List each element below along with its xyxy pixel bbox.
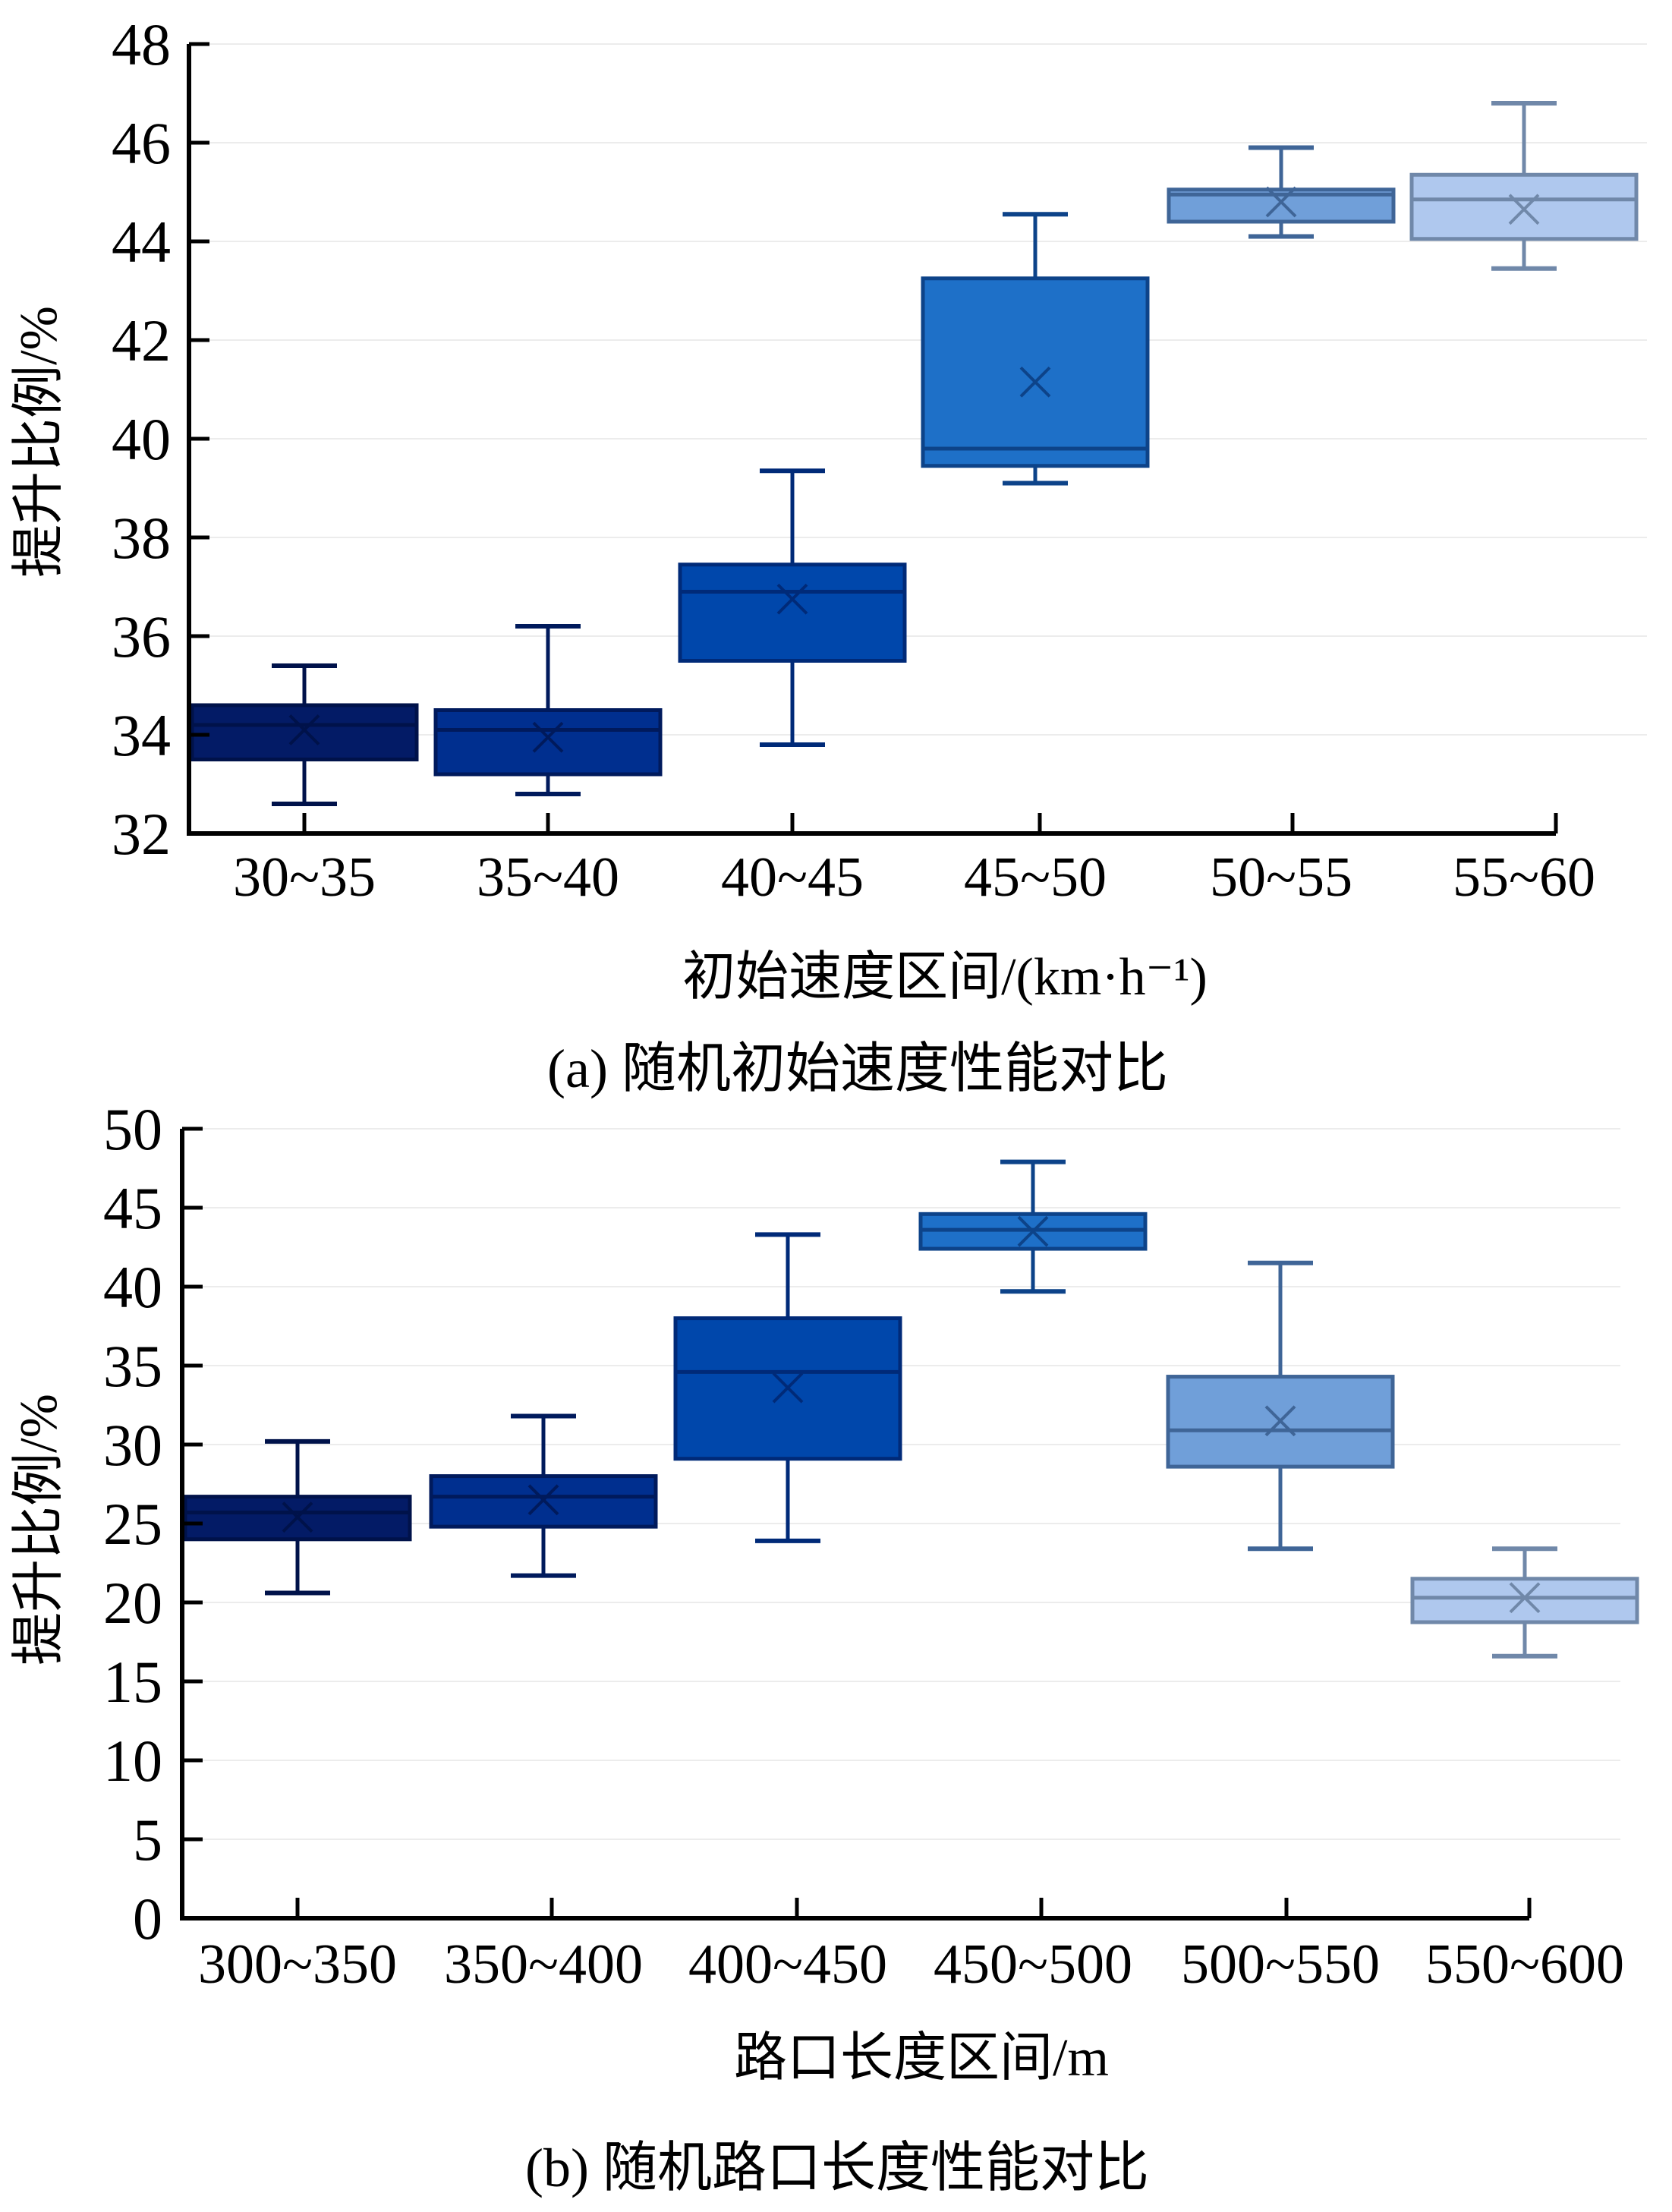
- panel-a-box-50~55: [1167, 145, 1396, 239]
- panel-b-y-tick-label: 45: [103, 1175, 162, 1241]
- panel-a-gridlines: [189, 43, 1647, 736]
- panel-b-chart: 0 5 10 15 20 25 30 35 40 45 50 300~350 350~400 400~4…: [10, 1096, 1639, 2198]
- panel-b-y-tick-label: 10: [103, 1728, 162, 1794]
- panel-a-x-axis-title: 初始速度区间/(km·h⁻¹): [682, 948, 1208, 1007]
- panel-b-y-tick-label: 35: [103, 1333, 162, 1399]
- panel-a-y-axis-title: 提升比例/%: [10, 306, 68, 578]
- panel-a-y-tick-label: 42: [112, 307, 171, 373]
- mean-marker-stroke-2: [282, 1501, 313, 1533]
- panel-b-box-350~400: [429, 1413, 658, 1578]
- iqr-box: [678, 562, 907, 663]
- panel-a-chart: 32 34 36 38 40 42 44 46 48 30~35 35~40 40~45 45~50 5…: [10, 11, 1647, 1099]
- panel-a-y-tick-label: 44: [112, 209, 171, 275]
- panel-b-y-tick-labels: 0 5 10 15 20 25 30 35 40 45 50: [103, 1096, 162, 1952]
- panel-a-axes: [187, 42, 1558, 836]
- panel-a-x-tick-labels: 30~35 35~40 40~45 45~50 50~55 55~60: [233, 846, 1595, 909]
- mean-marker-stroke-2: [288, 714, 320, 745]
- panel-b-y-tick-label: 25: [103, 1491, 162, 1557]
- panel-b-box-450~500: [918, 1159, 1148, 1294]
- panel-a-y-tick-label: 48: [112, 11, 171, 77]
- panel-b-y-tick-label: 50: [103, 1096, 162, 1162]
- panel-a-box-40~45: [678, 468, 907, 747]
- panel-a-y-tick-labels: 32 34 36 38 40 42 44 46 48: [112, 11, 171, 867]
- panel-b-y-tick-label: 30: [103, 1412, 162, 1478]
- panel-b-x-tick-label: 400~450: [688, 1933, 887, 1996]
- panel-b-box-300~350: [183, 1438, 412, 1596]
- panel-a-x-tick-label: 50~55: [1210, 846, 1352, 909]
- iqr-box: [1410, 1577, 1639, 1624]
- iqr-box: [1409, 172, 1639, 241]
- panel-b-x-tick-label: 450~500: [934, 1933, 1132, 1996]
- panel-b-y-tick-label: 0: [133, 1886, 162, 1952]
- panel-b-x-tick-labels: 300~350 350~400 400~450 450~500 500~550 550~6…: [198, 1933, 1624, 1996]
- panel-b-x-tick-label: 550~600: [1425, 1933, 1624, 1996]
- panel-a-y-tick-label: 40: [112, 406, 171, 472]
- panel-b-box-500~550: [1166, 1260, 1395, 1552]
- panel-b-box-400~450: [673, 1232, 902, 1543]
- panel-b-x-tick-label: 350~400: [444, 1933, 643, 1996]
- panel-a-x-tick-label: 35~40: [477, 846, 619, 909]
- panel-b-y-tick-label: 15: [103, 1649, 162, 1715]
- panel-a-box-45~50: [921, 212, 1150, 486]
- panel-a-x-tick-label: 55~60: [1453, 846, 1595, 909]
- panel-b-y-axis-title: 提升比例/%: [10, 1394, 68, 1665]
- panel-a-box-35~40: [433, 624, 663, 796]
- panel-a-caption: (a) 随机初始速度性能对比: [547, 1038, 1168, 1099]
- iqr-box: [190, 703, 419, 761]
- mean-marker-stroke-2: [1019, 366, 1051, 398]
- panel-b-x-tick-label: 300~350: [198, 1933, 397, 1996]
- panel-b-y-tick-label: 20: [103, 1570, 162, 1636]
- mean-marker-stroke-2: [532, 721, 564, 753]
- mean-marker-stroke-2: [1508, 194, 1540, 225]
- panel-a-boxes: [190, 101, 1639, 806]
- iqr-box: [921, 276, 1150, 468]
- mean-marker-stroke-2: [1017, 1215, 1049, 1247]
- panel-b-axes: [180, 1126, 1532, 1921]
- mean-marker-stroke-2: [527, 1484, 559, 1516]
- panel-b-boxes: [183, 1159, 1639, 1659]
- mean-marker-stroke-2: [1265, 186, 1297, 218]
- panel-a-y-tick-label: 46: [112, 110, 171, 176]
- panel-a-y-tick-label: 34: [112, 702, 171, 768]
- panel-b-y-tick-label: 5: [133, 1807, 162, 1873]
- panel-a-x-tick-label: 45~50: [964, 846, 1107, 909]
- panel-b-x-axis-title: 路口长度区间/m: [734, 2029, 1109, 2088]
- panel-a-y-tick-label: 36: [112, 603, 171, 670]
- panel-b-caption: (b) 随机路口长度性能对比: [525, 2138, 1149, 2198]
- panel-b-y-tick-label: 40: [103, 1254, 162, 1320]
- panel-b-box-550~600: [1410, 1546, 1639, 1659]
- panel-a-box-55~60: [1409, 101, 1639, 271]
- mean-marker-stroke-2: [776, 583, 808, 615]
- panel-a-x-tick-label: 30~35: [233, 846, 376, 909]
- mean-marker-stroke-2: [772, 1372, 804, 1404]
- panel-a-x-tick-label: 40~45: [721, 846, 864, 909]
- panel-a-y-tick-label: 32: [112, 801, 171, 867]
- mean-marker-stroke-2: [1264, 1405, 1296, 1437]
- iqr-box: [433, 708, 663, 777]
- panel-b-x-tick-label: 500~550: [1181, 1933, 1380, 1996]
- panel-a-box-30~35: [190, 663, 419, 806]
- mean-marker-stroke-2: [1509, 1582, 1541, 1614]
- panel-a-y-tick-label: 38: [112, 505, 171, 571]
